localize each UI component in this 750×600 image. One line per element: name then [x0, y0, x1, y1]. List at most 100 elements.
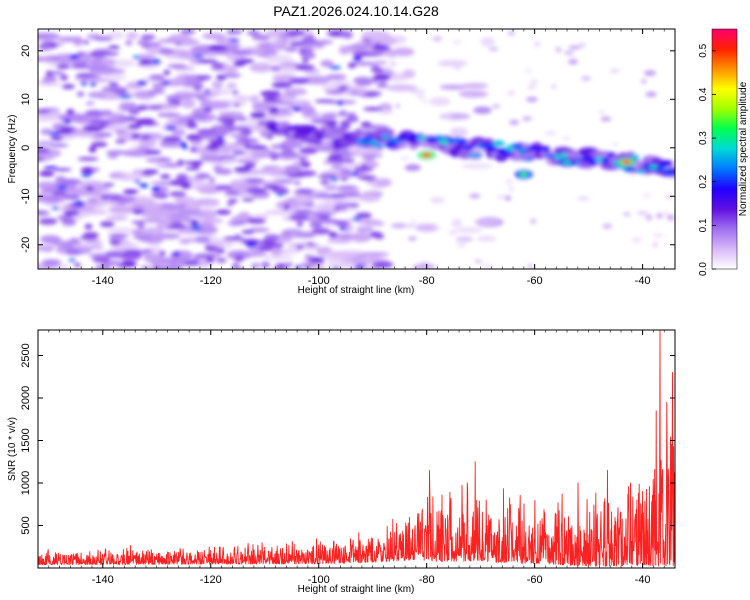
colorbar-tick-label: 0.4 — [698, 87, 709, 101]
spectrogram-blob — [339, 226, 347, 231]
spectrogram-blob — [271, 81, 293, 89]
spectrogram-blob — [42, 77, 53, 83]
spectrogram-blob — [410, 219, 417, 224]
spectrogram-blob — [530, 218, 537, 224]
spectrogram-blob — [473, 106, 492, 115]
spectrogram-blob — [119, 260, 137, 268]
spectrogram-blob — [204, 245, 219, 251]
spectrogram-blob — [461, 83, 489, 89]
snr-series-line — [38, 330, 675, 567]
spectrogram-blob — [317, 215, 331, 219]
spectrogram-blob — [150, 266, 169, 269]
spectrogram-blob — [136, 80, 148, 86]
spectrogram-blob — [216, 257, 227, 264]
spectrogram-blob — [271, 249, 301, 255]
spectrogram-blob — [246, 187, 267, 195]
spectrogram-blob — [199, 155, 222, 162]
spectrogram-blob — [63, 210, 80, 216]
spectrogram-blob — [193, 85, 204, 89]
spectrogram-blob — [196, 59, 218, 64]
spectrogram-blob — [376, 82, 388, 89]
spectrogram-blob — [73, 77, 100, 83]
x-tick-label: -40 — [635, 275, 651, 287]
spectrogram-blob — [602, 223, 613, 229]
spectrogram-blob — [81, 173, 92, 178]
spectrogram-blob — [249, 62, 272, 73]
y-tick-label: 2500 — [20, 343, 32, 367]
spectrogram-blob — [329, 65, 342, 70]
spectrogram-blob — [656, 213, 663, 219]
spectrogram-blob — [208, 176, 216, 184]
spectrogram-blob — [419, 262, 431, 269]
spectrogram-blob — [505, 195, 511, 201]
spectrogram-blob — [666, 195, 672, 199]
spectrogram-blob — [360, 30, 391, 41]
spectrogram-blob — [521, 157, 535, 161]
spectrogram-blob — [304, 203, 315, 208]
spectrogram-blob — [110, 239, 121, 246]
spectrogram-blob — [288, 77, 310, 85]
spectrogram-blob — [93, 132, 113, 138]
x-tick-label: -100 — [308, 574, 330, 586]
spectrogram-blob — [241, 230, 255, 234]
spectrogram-blob — [369, 231, 383, 238]
spectrogram-blob — [341, 155, 350, 159]
spectrogram-blob — [99, 221, 115, 228]
spectrogram-blob — [421, 97, 427, 104]
spectrogram-blob — [89, 81, 97, 87]
y-tick-label: 1500 — [20, 428, 32, 452]
spectrogram-blob — [325, 89, 346, 95]
spectrogram-blob — [59, 126, 76, 130]
spectrogram-blob — [138, 118, 156, 125]
spectrogram-blob — [527, 84, 536, 90]
spectrogram-blob — [172, 259, 192, 264]
spectrogram-blob — [205, 52, 217, 58]
spectrogram-blob — [330, 178, 339, 182]
spectrogram-blob — [46, 70, 53, 77]
spectrogram-blob — [366, 92, 379, 97]
spectrogram-blob — [505, 179, 513, 185]
spectrogram-blob — [69, 237, 80, 243]
spectrogram-blob — [360, 53, 383, 57]
spectrogram-blob — [85, 101, 95, 106]
spectrogram-blob — [338, 110, 348, 117]
x-tick-label: -120 — [200, 275, 222, 287]
spectrogram-blob — [305, 194, 327, 198]
spectrogram-blob — [331, 165, 344, 169]
spectrogram-blob — [415, 223, 439, 232]
spectrogram-blob — [107, 154, 119, 159]
colorbar-tick-label: 0.5 — [698, 43, 709, 57]
spectrogram-blob — [506, 91, 516, 96]
spectrogram-blob — [287, 172, 306, 178]
spectrogram-blob — [62, 220, 76, 225]
spectrogram-blob — [60, 178, 82, 185]
spectrogram-blob — [76, 51, 85, 56]
spectrogram-blob — [160, 174, 171, 180]
spectrogram-blob — [551, 83, 557, 90]
spectrogram-blob — [38, 147, 51, 154]
spectrogram-blob — [462, 144, 475, 150]
spectrogram-blob — [161, 81, 170, 85]
spectrogram-blob — [73, 201, 85, 206]
spectrogram-blob — [49, 143, 69, 147]
spectrogram-blob — [477, 236, 497, 242]
spectrogram-blob — [211, 124, 233, 132]
spectrogram-blob — [193, 253, 214, 258]
spectrogram-blob — [80, 81, 88, 86]
spectrogram-blob — [271, 42, 286, 51]
spectrogram-blob — [402, 69, 416, 79]
spectrogram-blob — [107, 45, 120, 50]
spectrogram-blob — [301, 171, 310, 176]
spectrogram-blob — [299, 158, 306, 165]
spectrogram-blob — [482, 263, 493, 269]
spectrogram-blob — [82, 125, 103, 132]
colorbar-tick-label: 0.1 — [698, 218, 709, 232]
spectrogram-blob — [163, 69, 171, 75]
snr-panel: -140 -120 -100 -80 -60 -40 500 1000 1500 2000 2500… — [7, 329, 676, 595]
spectrogram-blob — [315, 266, 326, 269]
spectrogram-blob — [87, 64, 107, 70]
spectrogram-blob — [232, 126, 252, 132]
spectrogram-blob — [303, 69, 321, 74]
spectrogram-blob — [248, 227, 270, 233]
spectrogram-blob — [301, 75, 331, 85]
